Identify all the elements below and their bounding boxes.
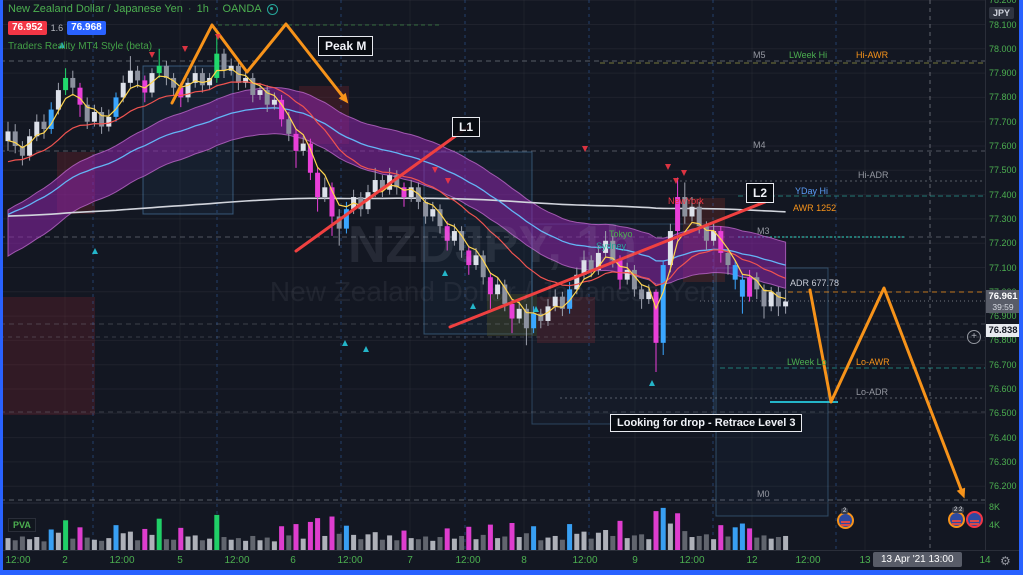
time-tick: 8 (521, 555, 527, 566)
price-tick: 76.700 (989, 359, 1017, 370)
time-tick: 12:00 (109, 555, 135, 566)
price-tick: 76.300 (989, 456, 1017, 467)
time-tick: 12 (746, 555, 758, 566)
l1-label[interactable]: L1 (452, 117, 481, 137)
price-tick: 77.600 (989, 141, 1017, 151)
price-tick: 77.800 (989, 92, 1017, 103)
currency-badge[interactable]: JPY (989, 7, 1015, 19)
session-label: Tokyo (609, 229, 633, 239)
legend-separator: · (213, 3, 218, 15)
price-tick: 76.400 (989, 432, 1017, 443)
window-border-right (1019, 0, 1023, 575)
session-flag-icon[interactable] (948, 511, 965, 528)
time-tick: 12:00 (337, 555, 363, 566)
interval-label[interactable]: 1h (196, 3, 209, 15)
symbol-title[interactable]: New Zealand Dollar / Japanese Yen (8, 3, 183, 15)
indicator-label[interactable]: Traders Reality MT4 Style (beta) (8, 41, 153, 52)
legend-separator: · (187, 3, 192, 15)
exchange-label[interactable]: OANDA (222, 3, 262, 15)
price-axis[interactable]: JPY 76.961 39:59 76.838 78.200 78.100 78.0… (985, 0, 1020, 550)
time-tick: 2 (62, 555, 68, 566)
window-border-bottom (0, 570, 1023, 575)
price-tick: 76.900 (989, 311, 1017, 322)
session-flag-icon[interactable] (837, 512, 854, 529)
level-label: M4 (753, 140, 766, 150)
price-tick: 77.300 (989, 213, 1017, 224)
price-tick: 77.200 (989, 238, 1017, 249)
crosshair-price-badge: 76.838 (986, 324, 1020, 337)
price-tick: 78.000 (989, 43, 1017, 54)
price-tick: 78.200 (989, 0, 1017, 6)
legend: New Zealand Dollar / Japanese Yen · 1h ·… (8, 4, 278, 52)
time-tick: 9 (632, 555, 638, 566)
price-tick: 77.500 (989, 165, 1017, 176)
time-tick: 12:00 (5, 555, 31, 566)
price-tick: 77.400 (989, 189, 1017, 200)
price-tick: 77.100 (989, 262, 1017, 273)
level-label: Hi-ADR (858, 170, 889, 180)
time-tick: 14 (979, 555, 991, 566)
window-border-left (0, 0, 3, 575)
level-label: ADR 677.78 (790, 278, 840, 288)
price-tick: 76.500 (989, 408, 1017, 419)
level-label: Lo-AWR (856, 357, 890, 367)
spread-value: 1.6 (50, 22, 64, 33)
time-tick: 12:00 (795, 555, 821, 566)
time-tick: 12:00 (679, 555, 705, 566)
level-label: M0 (757, 489, 770, 499)
price-tick: 76.200 (989, 481, 1017, 492)
level-label: AWR 1252 (793, 203, 837, 213)
l2-label[interactable]: L2 (746, 183, 775, 203)
time-axis[interactable]: 13 Apr '21 13:00 ⚙ 12:00 2 12:00 5 12:00 6 12:… (0, 550, 1019, 571)
crosshair-plus-icon[interactable]: + (967, 330, 981, 344)
price-tick: 78.100 (989, 19, 1017, 30)
volume-tick: 8K (989, 502, 1001, 512)
note-label[interactable]: Looking for drop - Retrace Level 3 (610, 414, 803, 432)
bar-countdown: 39:59 (992, 302, 1014, 312)
time-tick: 13 (859, 555, 871, 566)
chart-svg[interactable] (0, 0, 985, 550)
level-label: M3 (757, 226, 770, 236)
crosshair-time-badge: 13 Apr '21 13:00 (873, 552, 962, 567)
level-label: M5 (753, 50, 766, 60)
level-label: Lo-ADR (856, 387, 889, 397)
time-tick: 7 (407, 555, 413, 566)
session-label: Sydney (596, 241, 627, 251)
last-price-value: 76.961 (988, 291, 1018, 302)
peak-m-label[interactable]: Peak M (318, 36, 374, 56)
price-tick: 76.600 (989, 384, 1017, 394)
volume-tick: 4K (989, 520, 1001, 530)
buy-button[interactable]: 76.968 (67, 21, 106, 35)
session-count-badge: 2 (841, 508, 849, 514)
time-tick: 12:00 (455, 555, 481, 566)
session-count-badge: 2 2 (952, 507, 965, 513)
price-chart-canvas[interactable] (0, 0, 985, 550)
price-tick: 76.800 (989, 335, 1017, 346)
time-tick: 12:00 (572, 555, 598, 566)
session-flag-icon[interactable] (966, 511, 983, 528)
price-tick: 77.700 (989, 116, 1017, 127)
time-tick: 6 (290, 555, 296, 566)
last-price-badge: 76.961 39:59 (986, 290, 1020, 313)
level-label: Hi-AWR (856, 50, 889, 60)
volume-indicator-label[interactable]: PVA (8, 518, 36, 532)
time-tick: 12:00 (224, 555, 250, 566)
session-label: NewYork (668, 196, 704, 206)
market-status-icon[interactable] (266, 4, 278, 15)
sell-button[interactable]: 76.952 (8, 21, 47, 35)
gear-icon[interactable]: ⚙ (1000, 554, 1011, 568)
time-tick: 5 (177, 555, 183, 566)
level-label: LWeek Lo (787, 357, 827, 367)
level-label: LWeek Hi (789, 50, 828, 60)
price-tick: 77.900 (989, 68, 1017, 79)
level-label: YDay Hi (795, 186, 829, 196)
